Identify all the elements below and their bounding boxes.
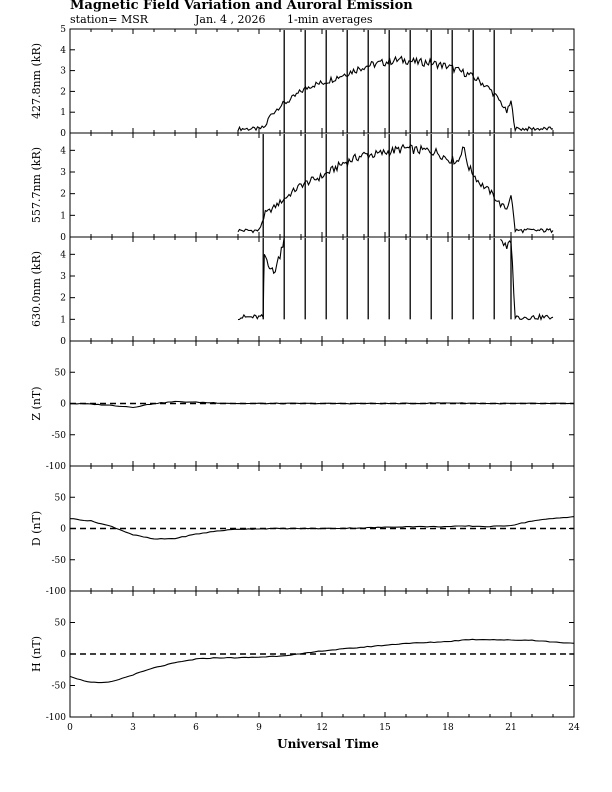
y-tick-label-427-8nm: 3 xyxy=(60,67,66,77)
y-tick-label-d: 0 xyxy=(60,525,66,535)
data-series-h-0 xyxy=(69,638,575,684)
y-axis-label-z: Z (nT) xyxy=(30,386,43,420)
y-tick-label-630-0nm: 4 xyxy=(60,250,66,260)
y-tick-label-d: 50 xyxy=(55,493,67,503)
y-tick-label-557-7nm: 1 xyxy=(60,211,66,221)
panel-frame-557-7nm xyxy=(69,132,575,238)
y-tick-label-427-8nm: 1 xyxy=(60,108,66,118)
data-series-z-0 xyxy=(70,400,575,409)
date-label: Jan. 4 , 2026 xyxy=(194,13,266,26)
x-tick-label: 18 xyxy=(442,723,454,733)
y-axis-label-h: H (nT) xyxy=(30,636,43,672)
x-tick-label: 21 xyxy=(505,723,516,733)
y-tick-label-427-8nm: 2 xyxy=(60,87,66,97)
y-tick-label-z: 0 xyxy=(60,400,66,410)
x-tick-label: 9 xyxy=(256,723,262,733)
y-tick-label-z: 50 xyxy=(55,368,67,378)
y-tick-label-z: -50 xyxy=(52,431,67,441)
y-tick-label-557-7nm: 4 xyxy=(60,146,66,156)
data-series-d-0 xyxy=(70,516,575,540)
x-axis-label: Universal Time xyxy=(277,737,379,751)
y-tick-label-630-0nm: 0 xyxy=(60,337,66,347)
y-tick-label-h: -100 xyxy=(46,713,66,723)
y-axis-label-427-8nm: 427.8nm (kR) xyxy=(30,43,43,119)
data-series-630-0nm-0 xyxy=(237,236,285,321)
x-tick-label: 24 xyxy=(568,723,580,733)
x-tick-label: 3 xyxy=(130,723,136,733)
x-tick-label: 15 xyxy=(379,723,391,733)
y-tick-label-h: 0 xyxy=(60,650,66,660)
x-tick-label: 12 xyxy=(316,723,327,733)
y-tick-label-557-7nm: 2 xyxy=(60,190,66,200)
x-tick-label: 0 xyxy=(67,723,73,733)
y-tick-label-630-0nm: 1 xyxy=(60,315,66,325)
panel-frame-427-8nm xyxy=(69,28,575,134)
y-tick-label-427-8nm: 0 xyxy=(60,129,66,139)
panel-frame-630-0nm xyxy=(69,236,575,342)
data-series-557-7nm-0 xyxy=(237,143,554,234)
data-series-427-8nm-0 xyxy=(237,55,554,133)
figure-title: Magnetic Field Variation and Auroral Emi… xyxy=(70,0,413,13)
averaging-label: 1-min averages xyxy=(287,13,373,26)
data-series-630-0nm-1 xyxy=(500,238,554,322)
y-tick-label-427-8nm: 4 xyxy=(60,46,66,56)
y-tick-label-630-0nm: 2 xyxy=(60,294,66,304)
y-axis-label-557-7nm: 557.7nm (kR) xyxy=(30,147,43,223)
y-axis-label-d: D (nT) xyxy=(30,511,43,546)
y-tick-label-557-7nm: 0 xyxy=(60,233,66,243)
y-tick-label-h: 50 xyxy=(55,619,67,629)
x-tick-label: 6 xyxy=(193,723,199,733)
y-tick-label-d: -100 xyxy=(46,587,66,597)
y-tick-label-d: -50 xyxy=(52,556,67,566)
y-tick-label-h: -50 xyxy=(52,682,67,692)
y-tick-label-557-7nm: 3 xyxy=(60,168,66,178)
y-axis-label-630-0nm: 630.0nm (kR) xyxy=(30,251,43,327)
y-tick-label-630-0nm: 3 xyxy=(60,272,66,282)
y-tick-label-427-8nm: 5 xyxy=(60,25,66,35)
y-tick-label-z: -100 xyxy=(46,462,66,472)
station-label: station= MSR xyxy=(70,13,149,26)
